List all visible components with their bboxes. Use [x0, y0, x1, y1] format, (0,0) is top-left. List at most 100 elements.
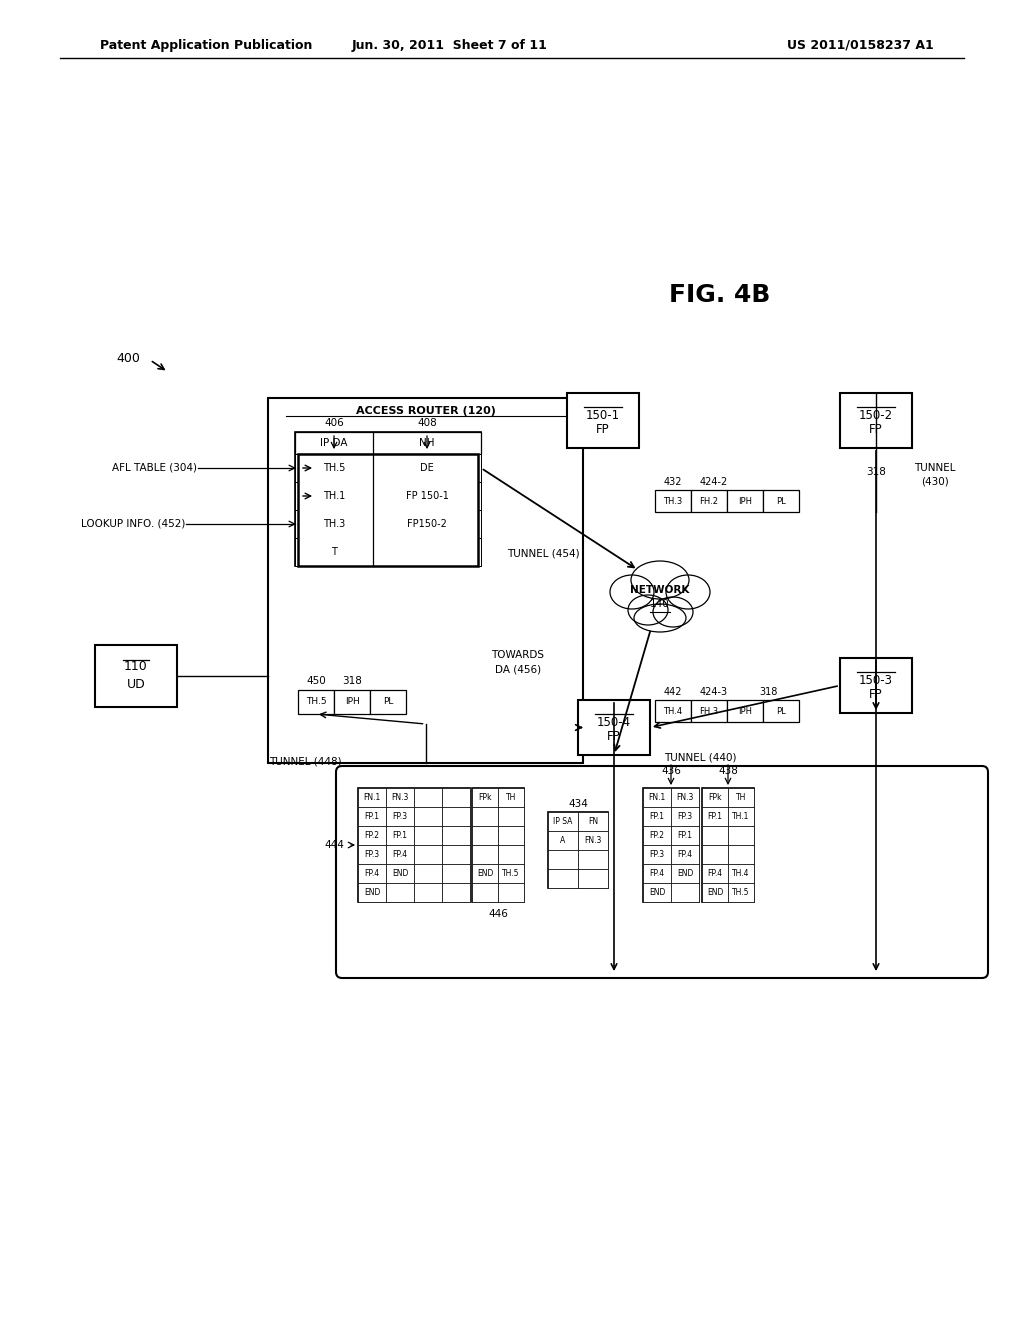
Ellipse shape: [631, 561, 689, 599]
Text: 140: 140: [650, 599, 670, 609]
Text: FP.1: FP.1: [365, 812, 380, 821]
Bar: [643, 788, 671, 807]
Bar: [414, 807, 442, 826]
Bar: [295, 510, 481, 539]
Bar: [671, 865, 699, 883]
Bar: [548, 869, 578, 888]
Bar: [472, 826, 498, 845]
Text: FN.3: FN.3: [676, 793, 693, 803]
Text: END: END: [364, 888, 380, 898]
Bar: [671, 826, 699, 845]
Bar: [295, 454, 481, 482]
Bar: [334, 690, 370, 714]
Text: FP.3: FP.3: [649, 850, 665, 859]
Text: IPH: IPH: [738, 496, 752, 506]
Bar: [671, 807, 699, 826]
Bar: [268, 399, 583, 763]
Text: FH.3: FH.3: [699, 706, 719, 715]
Text: TH.1: TH.1: [323, 491, 345, 502]
Text: FP.4: FP.4: [678, 850, 692, 859]
Bar: [358, 807, 386, 826]
Bar: [358, 788, 470, 902]
Text: DA (456): DA (456): [495, 664, 541, 675]
Text: T: T: [331, 546, 337, 557]
Bar: [414, 865, 442, 883]
Text: END: END: [392, 869, 409, 878]
Text: PL: PL: [776, 706, 785, 715]
Bar: [548, 812, 578, 832]
Text: TUNNEL (454): TUNNEL (454): [507, 549, 580, 558]
Bar: [578, 850, 608, 869]
Text: TUNNEL (448): TUNNEL (448): [268, 756, 341, 767]
Bar: [671, 883, 699, 902]
Text: 318: 318: [342, 676, 361, 686]
Bar: [702, 788, 728, 807]
Bar: [691, 490, 727, 512]
Bar: [298, 454, 478, 566]
Bar: [643, 865, 671, 883]
Bar: [358, 883, 386, 902]
FancyBboxPatch shape: [336, 766, 988, 978]
Bar: [498, 826, 524, 845]
Bar: [386, 826, 414, 845]
Bar: [498, 845, 524, 865]
Text: FP.1: FP.1: [392, 832, 408, 840]
Text: 450: 450: [306, 676, 326, 686]
Ellipse shape: [634, 605, 686, 632]
Bar: [702, 788, 754, 902]
Bar: [655, 700, 691, 722]
Bar: [358, 845, 386, 865]
Bar: [578, 832, 608, 850]
Text: FP.4: FP.4: [649, 869, 665, 878]
Bar: [727, 700, 763, 722]
Bar: [702, 845, 728, 865]
Text: FP.3: FP.3: [678, 812, 692, 821]
Text: DE: DE: [420, 463, 434, 473]
Bar: [414, 845, 442, 865]
Text: TH: TH: [736, 793, 746, 803]
Bar: [442, 865, 470, 883]
Text: FP: FP: [869, 422, 883, 436]
Text: NETWORK: NETWORK: [631, 585, 690, 595]
Bar: [655, 490, 691, 512]
Bar: [498, 807, 524, 826]
Bar: [671, 788, 699, 807]
Bar: [643, 807, 671, 826]
Text: 150-3: 150-3: [859, 675, 893, 686]
Bar: [386, 845, 414, 865]
Bar: [414, 788, 442, 807]
Text: FP: FP: [869, 688, 883, 701]
Text: 150-1: 150-1: [586, 409, 621, 422]
Text: FH.2: FH.2: [699, 496, 719, 506]
Text: END: END: [677, 869, 693, 878]
Ellipse shape: [610, 576, 654, 609]
Text: FP.4: FP.4: [365, 869, 380, 878]
Bar: [728, 883, 754, 902]
Text: 424-3: 424-3: [700, 686, 728, 697]
Text: FP.1: FP.1: [649, 812, 665, 821]
Bar: [728, 826, 754, 845]
Text: (430): (430): [922, 477, 949, 487]
Text: TH.5: TH.5: [306, 697, 327, 706]
Bar: [95, 645, 177, 708]
Bar: [498, 865, 524, 883]
Text: FP.1: FP.1: [678, 832, 692, 840]
Bar: [840, 393, 912, 447]
Text: TH.3: TH.3: [664, 496, 683, 506]
Bar: [472, 788, 524, 902]
Bar: [578, 812, 608, 832]
Bar: [727, 490, 763, 512]
Bar: [578, 700, 650, 755]
Bar: [702, 807, 728, 826]
Text: 318: 318: [866, 467, 886, 477]
Text: TUNNEL: TUNNEL: [914, 463, 955, 473]
Text: 408: 408: [417, 418, 437, 428]
Bar: [763, 490, 799, 512]
Bar: [386, 807, 414, 826]
Bar: [442, 883, 470, 902]
Bar: [442, 807, 470, 826]
Text: IP DA: IP DA: [321, 438, 348, 447]
Text: 436: 436: [662, 766, 681, 776]
Text: TH.5: TH.5: [323, 463, 345, 473]
Bar: [442, 826, 470, 845]
